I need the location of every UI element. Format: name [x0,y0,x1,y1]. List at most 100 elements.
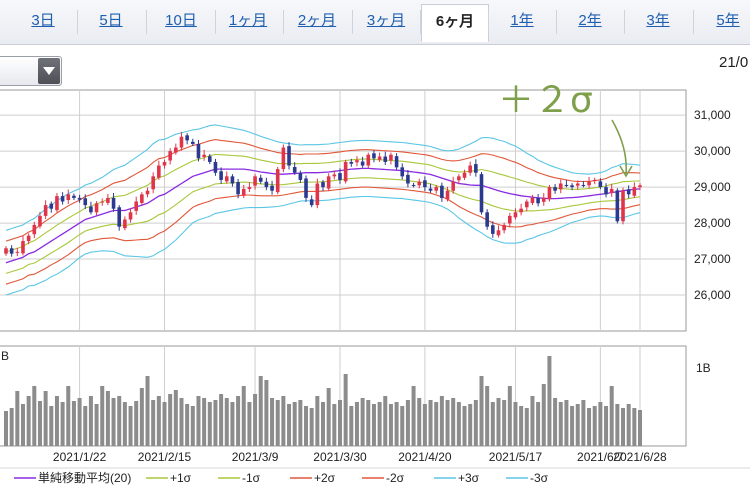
volume-bar [536,402,541,446]
legend-label: -3σ [530,471,549,485]
tab-6[interactable]: 6ヶ月 [421,4,489,42]
volume-bar [100,386,105,446]
volume-bar [190,406,195,446]
band-line-p1 [5,153,640,253]
volume-bar [287,404,292,446]
candle-body [100,201,105,203]
candle-body [157,165,161,178]
volume-bar [15,391,20,446]
x-tick-label: 2021/1/22 [53,450,107,464]
volume-bar [541,384,546,446]
candle-body [598,181,603,188]
volume-bar [111,398,116,446]
candle-body [162,161,167,166]
candle-body [581,184,586,186]
volume-bar [428,400,433,446]
volume-bar [173,390,178,446]
volume-bar [411,386,416,446]
volume-bar [66,386,71,446]
volume-bar [530,396,535,446]
candle-body [134,201,138,211]
volume-bar [575,404,580,446]
candle-body [457,176,461,181]
volume-bar [32,386,37,446]
candle-body [111,197,116,209]
volume-bar [264,380,269,446]
volume-bar [156,396,161,446]
volume-bar [236,396,241,446]
candle-body [434,187,439,191]
tab-4[interactable]: 2ヶ月 [297,12,337,29]
tab-0[interactable]: 3日 [31,12,55,29]
legend-label: -2σ [386,471,405,485]
candle-body [587,181,591,186]
volume-bar [564,400,569,446]
tab-1[interactable]: 5日 [99,12,123,29]
y-tick-label: 29,000 [694,180,731,194]
volume-bar [253,394,258,446]
volume-bar [9,408,14,446]
volume-bar [609,386,614,446]
volume-bar [451,398,456,446]
price-plot-frame [0,89,687,332]
tab-7[interactable]: 1年 [510,12,534,29]
tab-10[interactable]: 5年 [716,12,740,29]
legend-label: +1σ [170,471,192,485]
candle-body [468,165,472,173]
tab-5[interactable]: 3ヶ月 [366,12,406,29]
y-tick-label: 28,000 [694,216,731,230]
chevron-down-icon [43,67,55,75]
candle-body [474,164,478,173]
volume-bar [558,402,563,446]
volume-bar [354,402,359,446]
candle-body [389,154,393,161]
candle-body [89,206,93,213]
tab-separator [420,10,421,34]
volume-bar [581,400,586,446]
volume-bar [434,402,439,446]
tab-separator [282,10,284,34]
band-line-m3 [5,195,641,296]
volume-bar [615,404,620,446]
volume-axis-label: B [1,349,9,363]
candle-body [332,174,337,177]
x-tick-label: 2021/2/15 [138,450,192,464]
candle-body [383,156,388,162]
tab-9[interactable]: 3年 [646,12,670,29]
volume-bar [422,404,427,446]
volume-bar [371,404,376,446]
volume-bar [513,402,518,446]
volume-bar [326,388,331,446]
volume-bar [456,402,461,446]
dropdown-button[interactable] [38,58,60,84]
tab-separator [488,10,489,34]
candle-body [275,169,280,193]
volume-bar [349,406,354,446]
band-line-p2 [5,139,641,242]
candle-body [423,180,427,188]
candle-body [558,183,563,190]
candle-body [485,212,489,227]
candle-body [621,190,625,222]
volume-bar [241,386,246,446]
tab-3[interactable]: 1ヶ月 [228,12,268,29]
volume-bar [626,404,631,446]
band-line-p3 [5,124,641,231]
volume-bar [632,408,637,446]
candle-body [536,197,540,204]
tab-separator [693,10,694,34]
tab-8[interactable]: 2年 [578,12,602,29]
candle-body [508,215,512,224]
candle-body [462,172,467,178]
candle-body [128,212,133,220]
volume-bar [298,400,303,446]
candle-body [287,146,291,166]
volume-bar [490,402,495,446]
volume-bar [383,396,388,446]
candle-body [496,230,501,236]
candle-body [321,182,325,188]
candle-body [4,248,8,254]
volume-bar [502,400,507,446]
tab-2[interactable]: 10日 [165,12,197,29]
candle-body [38,215,42,227]
